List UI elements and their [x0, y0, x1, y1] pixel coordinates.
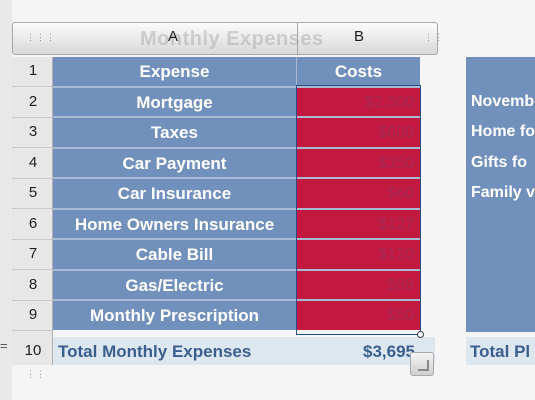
- add-row-grip-icon[interactable]: ⋮⋮: [26, 370, 46, 380]
- row-number-8[interactable]: 8: [28, 276, 38, 293]
- footer-row[interactable]: [53, 337, 435, 365]
- cell-selection-outline: [296, 85, 421, 335]
- row-number-7[interactable]: 7: [28, 245, 38, 262]
- row-header-column[interactable]: [12, 57, 53, 365]
- formula-marker: =: [0, 338, 8, 353]
- column-header-a[interactable]: A: [168, 28, 179, 45]
- row-number-3[interactable]: 3: [28, 123, 38, 140]
- expense-cell[interactable]: Cable Bill: [53, 240, 296, 269]
- selection-fill-handle[interactable]: [417, 331, 424, 338]
- expense-cell[interactable]: Car Payment: [53, 149, 296, 178]
- expense-cell[interactable]: Taxes: [53, 118, 296, 147]
- row-number-10[interactable]: 10: [24, 342, 42, 359]
- footer-total-value[interactable]: $3,695: [363, 342, 415, 361]
- table-resize-handle-icon[interactable]: [410, 352, 434, 376]
- column-header-b[interactable]: B: [354, 28, 365, 45]
- header-cell-expense[interactable]: Expense: [53, 57, 296, 86]
- cost-cell[interactable]: $60: [297, 179, 420, 208]
- second-table-item[interactable]: Gifts fo: [471, 154, 527, 171]
- footer-label[interactable]: Total Monthly Expenses: [58, 342, 252, 361]
- cost-cell[interactable]: $120: [297, 240, 420, 269]
- second-table-item[interactable]: Novemb: [471, 93, 535, 110]
- second-table-footer[interactable]: [466, 337, 535, 365]
- left-margin: [0, 0, 12, 400]
- cost-cell[interactable]: $50: [297, 301, 420, 330]
- cost-cell[interactable]: $88: [297, 271, 420, 300]
- add-column-grip-icon[interactable]: ⋮⋮: [424, 33, 444, 43]
- cost-cell[interactable]: $350: [297, 149, 420, 178]
- header-cell-costs[interactable]: Costs: [297, 57, 420, 86]
- expense-cell[interactable]: Monthly Prescription: [53, 301, 296, 330]
- table-move-grip-icon[interactable]: ⋮⋮⋮: [26, 33, 56, 43]
- table-title-ghost: Monthly Expenses: [140, 28, 324, 50]
- second-table[interactable]: [466, 57, 535, 332]
- row-number-2[interactable]: 2: [28, 93, 38, 110]
- row-number-4[interactable]: 4: [28, 154, 38, 171]
- expense-cell[interactable]: Gas/Electric: [53, 271, 296, 300]
- column-divider[interactable]: [297, 22, 298, 55]
- row-number-1[interactable]: 1: [28, 62, 38, 79]
- cost-cell[interactable]: $2,300: [297, 88, 420, 117]
- second-table-item[interactable]: Home fo: [471, 123, 535, 140]
- row-number-5[interactable]: 5: [28, 184, 38, 201]
- expense-cell[interactable]: Car Insurance: [53, 179, 296, 208]
- second-table-footer-label[interactable]: Total Pl: [470, 342, 531, 361]
- second-table-item[interactable]: Family v: [471, 184, 535, 201]
- cost-cell[interactable]: $127: [297, 210, 420, 239]
- column-header-bar[interactable]: [12, 22, 438, 55]
- row-number-6[interactable]: 6: [28, 215, 38, 232]
- expense-cell[interactable]: Home Owners Insurance: [53, 210, 296, 239]
- row-number-9[interactable]: 9: [28, 306, 38, 323]
- cost-cell[interactable]: $600: [297, 118, 420, 147]
- expense-cell[interactable]: Mortgage: [53, 88, 296, 117]
